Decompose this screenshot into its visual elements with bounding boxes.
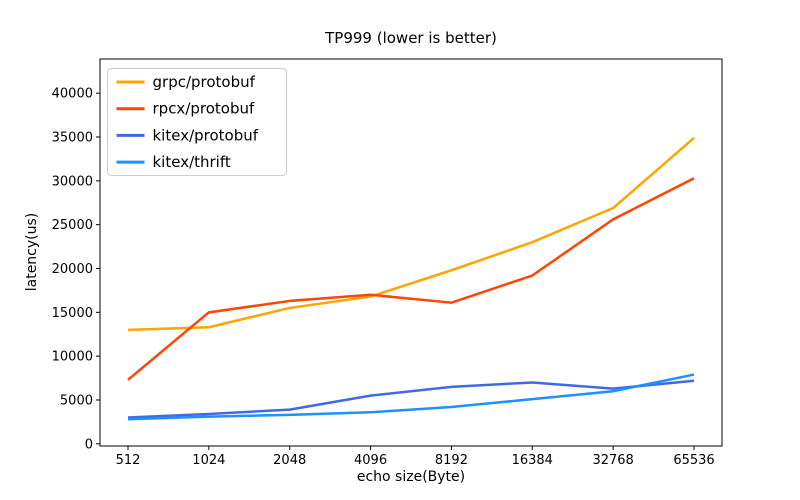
y-tick-label: 10000 bbox=[52, 350, 93, 365]
series-line-rpcx-protobuf bbox=[127, 177, 695, 381]
y-tick-label: 40000 bbox=[52, 87, 93, 102]
y-tick-label: 25000 bbox=[52, 218, 93, 233]
x-tick-label: 8192 bbox=[435, 453, 468, 468]
legend-label: kitex/protobuf bbox=[153, 126, 259, 144]
plot-border bbox=[99, 58, 723, 447]
y-tick-label: 0 bbox=[85, 437, 93, 452]
y-tick-label: 15000 bbox=[52, 306, 93, 321]
legend bbox=[107, 68, 287, 176]
y-tick-label: 35000 bbox=[52, 131, 93, 146]
y-tick-label: 30000 bbox=[52, 174, 93, 189]
x-axis-label: echo size(Byte) bbox=[356, 469, 466, 485]
chart-title: TP999 (lower is better) bbox=[325, 29, 497, 47]
x-tick-label: 2048 bbox=[273, 453, 306, 468]
x-tick-label: 512 bbox=[116, 453, 141, 468]
x-tick-label: 16384 bbox=[512, 453, 553, 468]
legend-label: kitex/thrift bbox=[153, 153, 231, 171]
x-tick-label: 4096 bbox=[354, 453, 387, 468]
legend-label: grpc/protobuf bbox=[153, 73, 256, 91]
y-tick-label: 5000 bbox=[60, 393, 93, 408]
x-tick-label: 32768 bbox=[592, 453, 633, 468]
series-line-kitex-thrift bbox=[127, 373, 695, 421]
series-line-grpc-protobuf bbox=[127, 136, 695, 332]
legend-label: rpcx/protobuf bbox=[153, 100, 255, 118]
y-tick-label: 20000 bbox=[52, 262, 93, 277]
x-tick-label: 65536 bbox=[673, 453, 714, 468]
x-tick-label: 1024 bbox=[192, 453, 225, 468]
series-line-kitex-protobuf bbox=[127, 379, 695, 419]
